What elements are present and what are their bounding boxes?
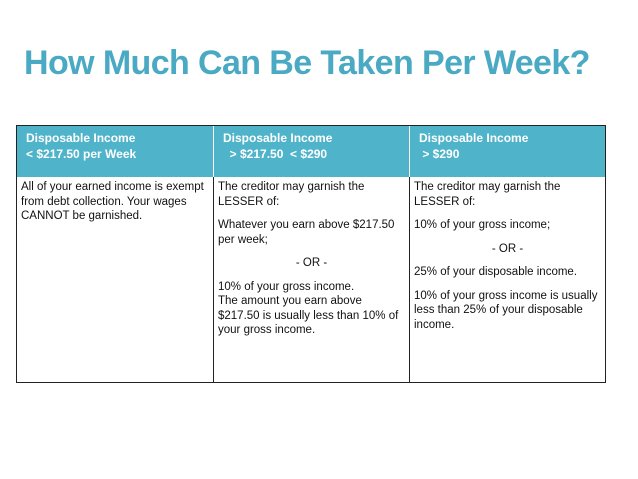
- header-divider: [213, 126, 214, 177]
- option-one-text: 10% of your gross income;: [414, 219, 551, 231]
- page-title: How Much Can Be Taken Per Week?: [24, 44, 590, 82]
- table-body-row: All of your earned income is exempt from…: [17, 177, 605, 382]
- body-divider: [213, 177, 214, 382]
- lesser-of-text: The creditor may garnish the LESSER of:: [414, 181, 561, 208]
- or-separator: - OR -: [295, 257, 328, 269]
- lesser-of-text: The creditor may garnish the LESSER of:: [218, 181, 365, 208]
- body-cell-under-217: All of your earned income is exempt from…: [17, 177, 213, 382]
- option-two-text: 10% of your gross income.: [218, 280, 355, 293]
- table-header-row: Disposable Income < $217.50 per Week Dis…: [17, 126, 605, 177]
- body-divider: [409, 177, 410, 382]
- garnishment-table: Disposable Income < $217.50 per Week Dis…: [16, 125, 606, 383]
- header-label: Disposable Income: [26, 131, 136, 145]
- or-separator: - OR -: [491, 242, 524, 255]
- header-label: Disposable Income: [223, 131, 333, 145]
- note-text: 10% of your gross income is usually less…: [414, 289, 598, 331]
- body-cell-over-290: The creditor may garnish the LESSER of: …: [410, 177, 605, 382]
- header-range: > $217.50 < $290: [223, 147, 328, 161]
- option-two-text: 25% of your disposable income.: [414, 266, 578, 278]
- header-range: > $290: [419, 147, 460, 161]
- header-range: < $217.50 per Week: [26, 147, 137, 161]
- header-label: Disposable Income: [419, 131, 529, 145]
- note-text: The amount you earn above $217.50 is usu…: [218, 295, 399, 336]
- header-cell-over-290: Disposable Income > $290: [410, 126, 605, 177]
- header-divider: [409, 126, 410, 177]
- header-cell-217-to-290: Disposable Income > $217.50 < $290: [214, 126, 409, 177]
- option-one-text: Whatever you earn above $217.50 per week…: [218, 219, 395, 246]
- body-cell-217-to-290: The creditor may garnish the LESSER of: …: [214, 177, 409, 382]
- header-cell-under-217: Disposable Income < $217.50 per Week: [17, 126, 213, 177]
- exempt-text: All of your earned income is exempt from…: [21, 181, 204, 222]
